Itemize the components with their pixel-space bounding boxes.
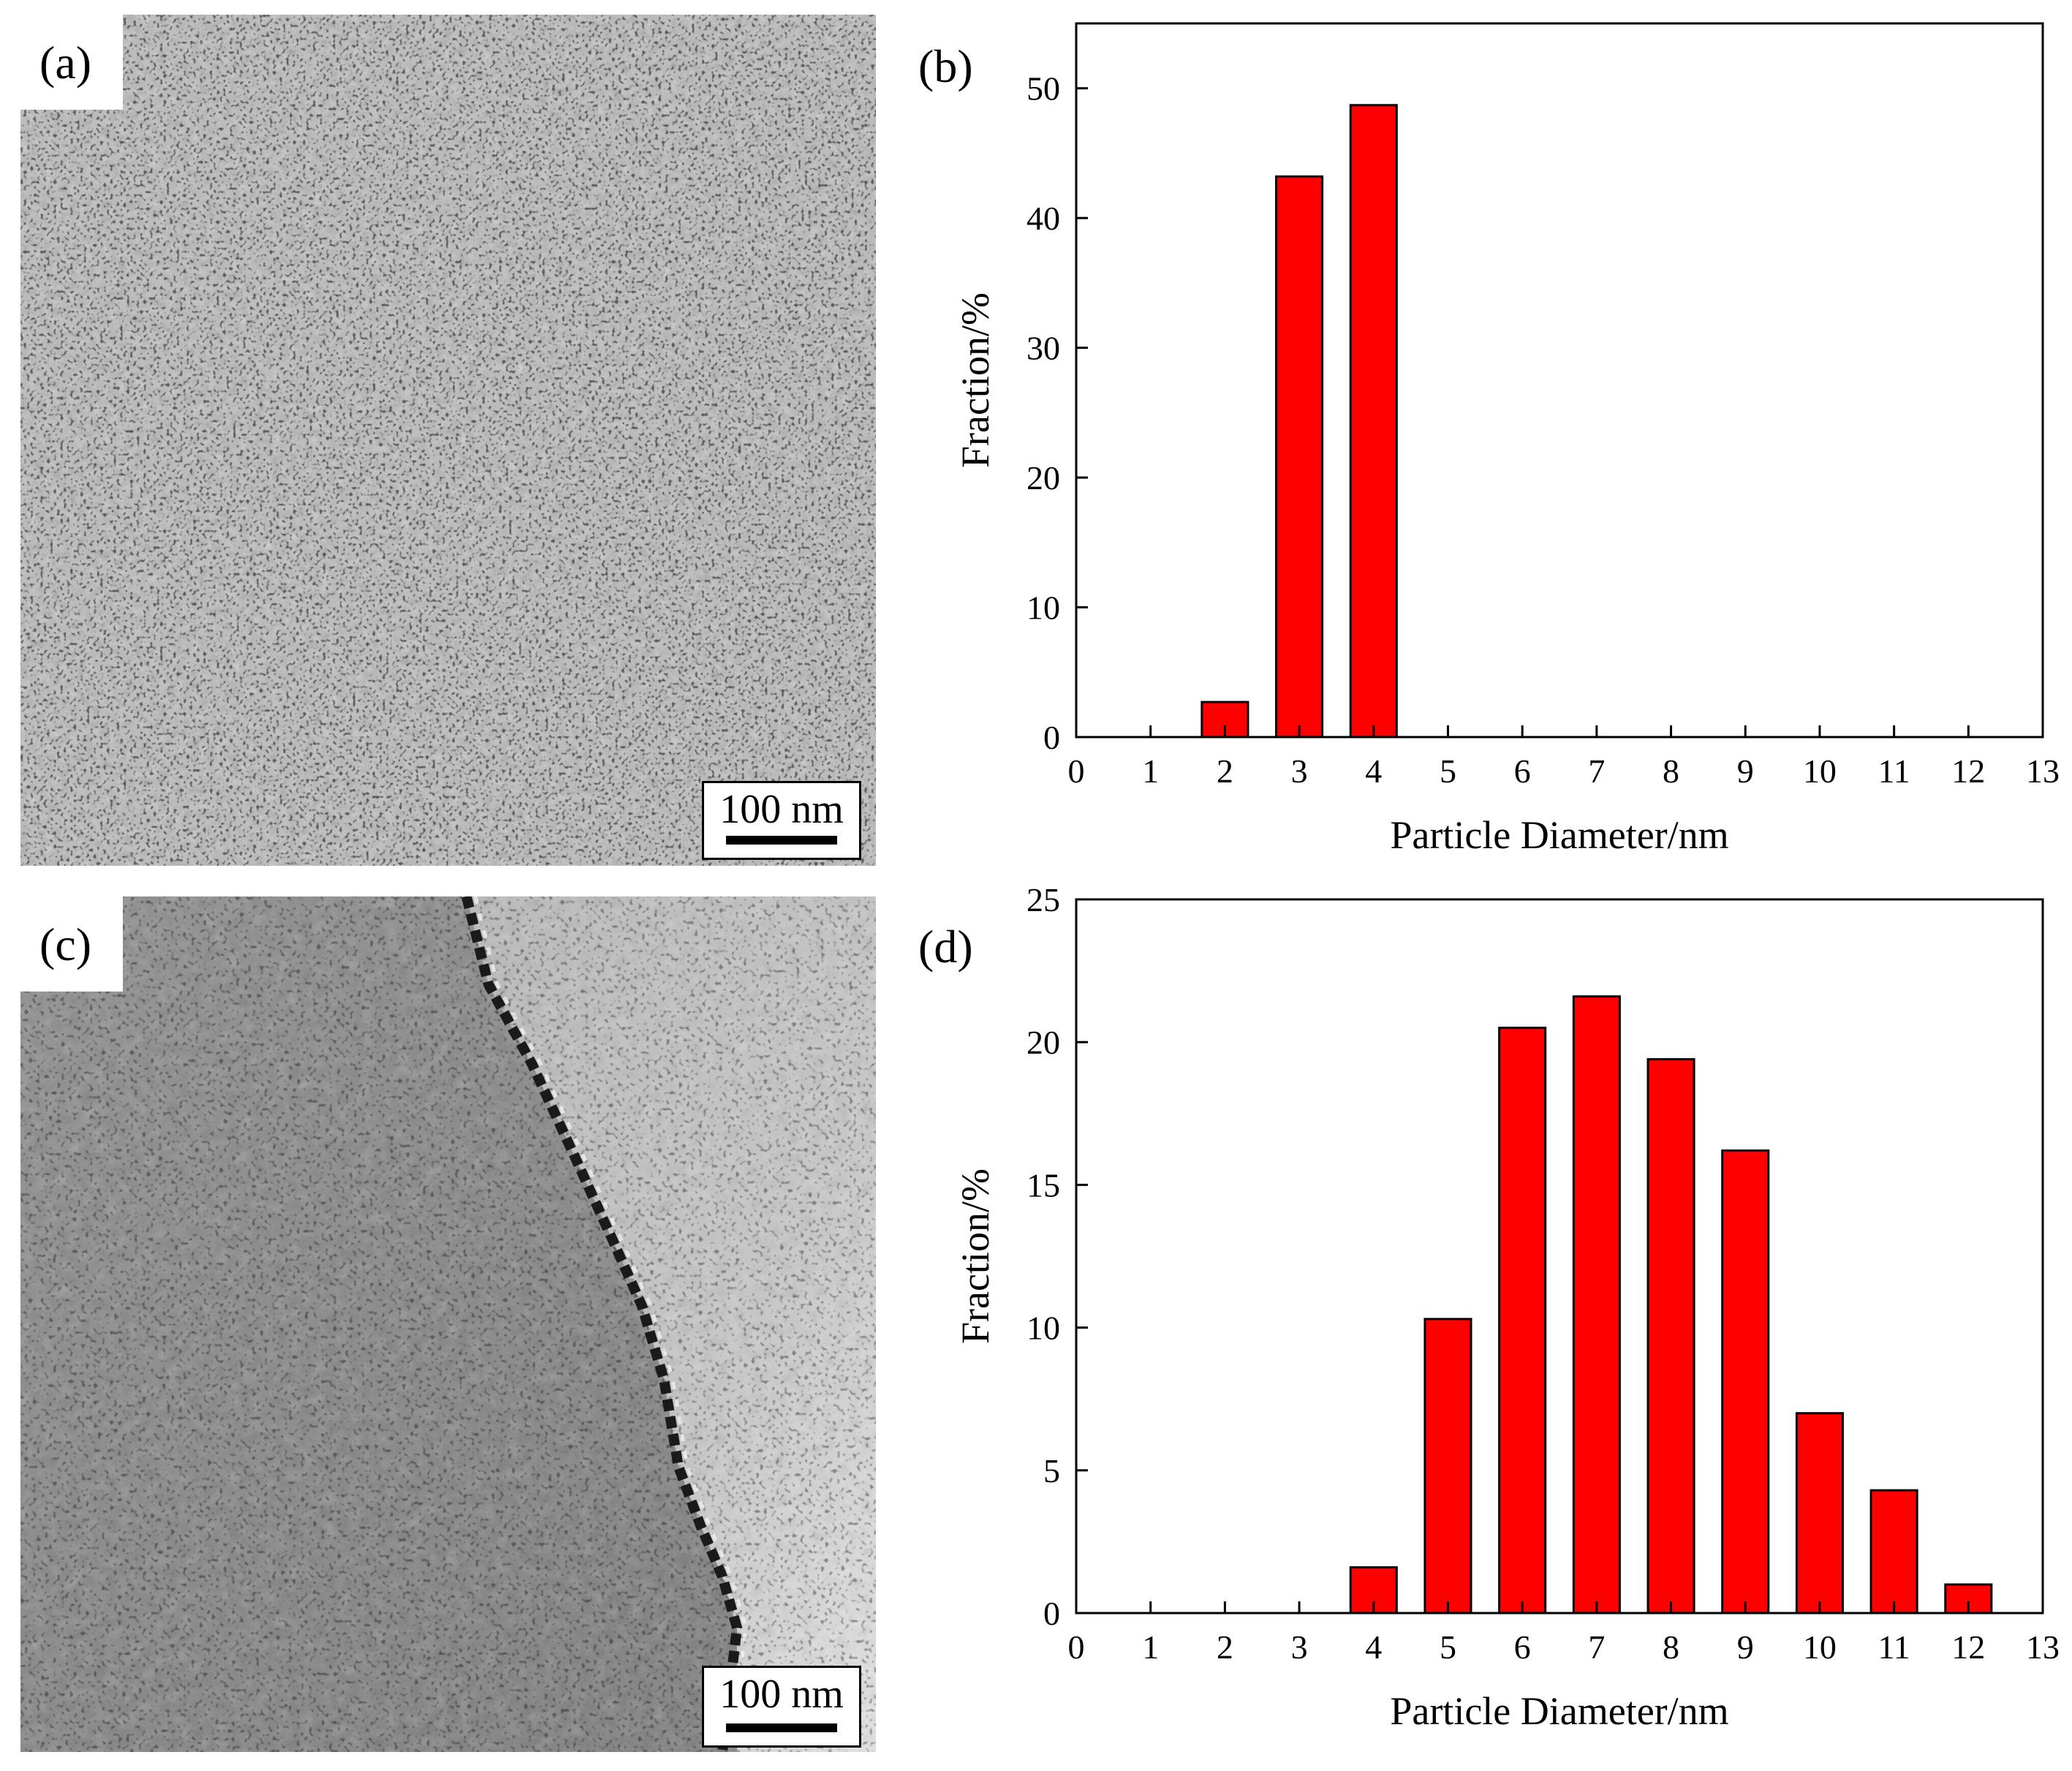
- xtick-label-b-11: 11: [1878, 752, 1910, 790]
- xtick-label-b-6: 6: [1514, 752, 1531, 790]
- ytick-label-b-0: 0: [1043, 719, 1060, 756]
- panel-label-c: (c): [20, 896, 123, 992]
- xtick-label-d-13: 13: [2026, 1628, 2060, 1666]
- x-axis-label-d: Particle Diameter/nm: [1390, 1689, 1728, 1733]
- xtick-label-d-9: 9: [1737, 1628, 1754, 1666]
- scale-bar-a: 100 nm: [702, 781, 861, 860]
- xtick-label-b-4: 4: [1365, 752, 1382, 790]
- bar-d-11: [1869, 1489, 1918, 1615]
- xtick-label-d-7: 7: [1588, 1628, 1605, 1666]
- ytick-label-d-10: 10: [1026, 1310, 1060, 1347]
- xtick-label-b-10: 10: [1803, 752, 1837, 790]
- xtick-label-d-5: 5: [1440, 1628, 1456, 1666]
- xtick-label-d-10: 10: [1803, 1628, 1837, 1666]
- xtick-label-d-4: 4: [1365, 1628, 1382, 1666]
- xtick-label-d-1: 1: [1142, 1628, 1159, 1666]
- ytick-label-d-25: 25: [1026, 881, 1060, 918]
- plot-frame-d: [1075, 898, 2044, 1615]
- panel-label-a: (a): [20, 15, 123, 110]
- chart-b: (b) 0 1 2 3 4 5 6 7 8 9 10 11 12 1301020304050Particl…: [918, 22, 2060, 857]
- xtick-label-b-1: 1: [1142, 752, 1159, 790]
- xtick-label-d-3: 3: [1291, 1628, 1308, 1666]
- ytick-label-b-20: 20: [1026, 459, 1060, 496]
- bar-b-4: [1349, 104, 1398, 739]
- ytick-label-b-40: 40: [1026, 200, 1060, 237]
- x-axis-label-b: Particle Diameter/nm: [1390, 813, 1728, 857]
- xtick-label-b-13: 13: [2026, 752, 2060, 790]
- bar-d-8: [1646, 1058, 1695, 1615]
- ytick-label-d-15: 15: [1026, 1166, 1060, 1204]
- y-axis-label-b: Fraction/%: [953, 292, 997, 468]
- scale-bar-a-line: [726, 836, 837, 845]
- ytick-label-d-0: 0: [1043, 1595, 1060, 1632]
- y-axis-label-d: Fraction/%: [953, 1168, 997, 1344]
- ytick-label-b-50: 50: [1026, 70, 1060, 107]
- xtick-label-b-8: 8: [1663, 752, 1679, 790]
- ytick-label-d-5: 5: [1043, 1452, 1060, 1489]
- xtick-label-b-2: 2: [1217, 752, 1233, 790]
- bar-d-5: [1423, 1318, 1472, 1615]
- xtick-label-d-0: 0: [1068, 1628, 1085, 1666]
- ytick-label-b-30: 30: [1026, 330, 1060, 367]
- xtick-label-d-8: 8: [1663, 1628, 1679, 1666]
- scale-bar-a-label: 100 nm: [719, 787, 844, 832]
- chart-d: (d) 0 1 2 3 4 5 6 7 8 9 10 11 12 130510152025Particle…: [918, 881, 2060, 1733]
- xtick-label-d-2: 2: [1217, 1628, 1233, 1666]
- scale-bar-c-label: 100 nm: [719, 1672, 844, 1717]
- xtick-label-b-0: 0: [1068, 752, 1085, 790]
- panel-label-d: (d): [918, 921, 973, 973]
- panel-label-b: (b): [918, 40, 973, 92]
- bar-d-9: [1721, 1149, 1770, 1615]
- xtick-label-b-3: 3: [1291, 752, 1308, 790]
- micrograph-c: [20, 896, 876, 1752]
- xtick-label-d-11: 11: [1878, 1628, 1910, 1666]
- panel-label-c-text: (c): [39, 918, 92, 970]
- xtick-label-d-12: 12: [1951, 1628, 1985, 1666]
- xtick-label-b-12: 12: [1951, 752, 1985, 790]
- xtick-label-b-5: 5: [1440, 752, 1456, 790]
- micrograph-a: [20, 15, 876, 866]
- xtick-label-b-7: 7: [1588, 752, 1605, 790]
- xtick-label-d-6: 6: [1514, 1628, 1531, 1666]
- bar-d-10: [1795, 1412, 1844, 1615]
- panel-label-a-text: (a): [39, 37, 92, 88]
- scale-bar-c-line: [726, 1723, 837, 1732]
- ytick-label-b-10: 10: [1026, 589, 1060, 627]
- scale-bar-c: 100 nm: [702, 1666, 861, 1748]
- ytick-label-d-20: 20: [1026, 1024, 1060, 1061]
- bar-d-7: [1572, 995, 1621, 1615]
- bar-d-6: [1498, 1027, 1547, 1615]
- bar-b-3: [1275, 175, 1324, 739]
- plot-frame-b: [1075, 22, 2044, 739]
- xtick-label-b-9: 9: [1737, 752, 1754, 790]
